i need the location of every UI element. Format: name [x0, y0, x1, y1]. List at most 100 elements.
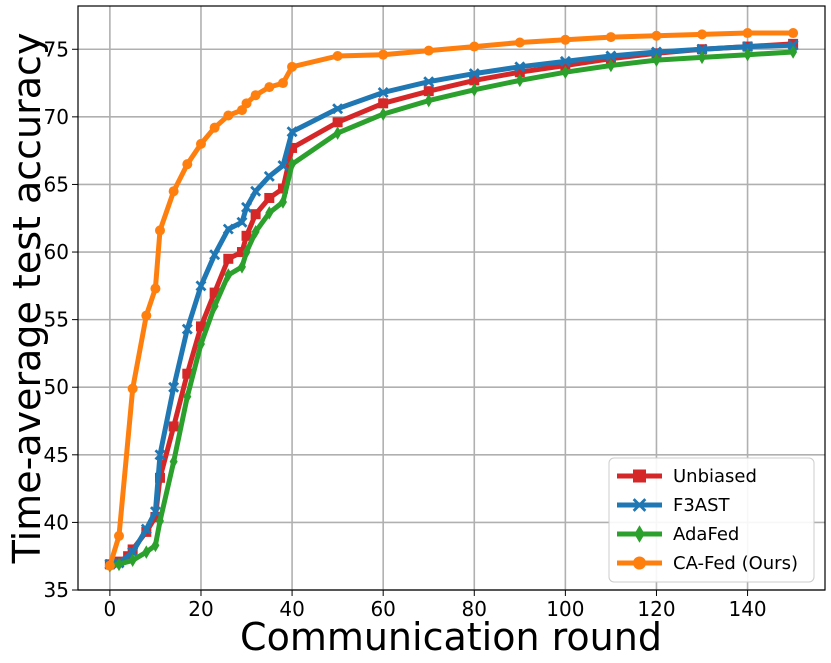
data-point [286, 126, 298, 138]
data-point [250, 209, 261, 220]
data-point [277, 183, 288, 194]
data-point [559, 55, 571, 67]
data-point [561, 65, 570, 79]
data-point [605, 50, 617, 62]
series-line [107, 42, 796, 567]
data-point [423, 86, 434, 97]
x-tick-label: 40 [279, 597, 304, 621]
legend-item: F3AST [617, 495, 731, 516]
data-point [379, 107, 388, 121]
data-point [127, 546, 139, 558]
data-point [154, 225, 165, 236]
x-tick-label: 120 [637, 597, 675, 621]
data-point [332, 117, 343, 128]
data-point [150, 283, 161, 294]
x-tick-label: 100 [546, 597, 584, 621]
data-point [787, 39, 799, 51]
data-point [113, 530, 124, 541]
data-point [265, 206, 274, 220]
data-point [127, 383, 138, 394]
data-point [287, 142, 298, 153]
data-point [169, 454, 178, 469]
x-tick-label: 20 [188, 597, 213, 621]
data-point [151, 538, 160, 553]
legend: Unbiased F3AST AdaFed CA-Fed (Ours) [608, 457, 815, 583]
data-point [333, 126, 342, 140]
data-point [224, 268, 233, 282]
legend-item: AdaFed [617, 524, 739, 545]
axis-ticks: 0 20 40 60 80 100 120 140 35 40 45 50 55 60 65 70 75 [44, 37, 767, 621]
data-point [378, 98, 389, 109]
data-point [154, 449, 166, 461]
legend-label: CA-Fed (Ours) [673, 553, 798, 574]
data-point [236, 216, 248, 228]
data-point [470, 83, 479, 97]
data-point [155, 514, 164, 528]
data-point [196, 337, 205, 351]
legend-label: AdaFed [673, 524, 739, 545]
y-tick-label: 60 [44, 240, 69, 264]
x-tick-label: 0 [104, 597, 117, 621]
data-point [287, 61, 298, 72]
data-point [377, 87, 389, 99]
x-axis-label: Communication round [240, 615, 662, 659]
data-point [424, 93, 433, 108]
data-point [288, 157, 297, 171]
y-axis-label: Time-average test accuracy [5, 33, 49, 565]
x-tick-label: 60 [370, 597, 395, 621]
data-point [181, 323, 193, 335]
data-point [195, 138, 206, 149]
data-point [788, 28, 799, 39]
data-point [241, 201, 253, 213]
legend-label: Unbiased [673, 466, 757, 487]
data-point [332, 103, 344, 115]
data-point [606, 58, 615, 73]
series-adafed [105, 45, 798, 573]
data-point [209, 287, 220, 298]
data-point [264, 82, 275, 93]
data-point [241, 98, 252, 109]
legend-label: F3AST [673, 495, 731, 516]
data-point [182, 159, 193, 170]
plot-frame [77, 5, 826, 591]
data-point [236, 247, 247, 258]
data-point [651, 30, 662, 41]
data-point [514, 61, 526, 73]
legend-swatch-marker [632, 498, 647, 512]
y-tick-label: 40 [44, 510, 69, 534]
series-line [107, 30, 796, 569]
data-point [210, 299, 219, 313]
data-point [605, 32, 616, 43]
data-point [251, 225, 260, 239]
data-point [183, 389, 192, 404]
legend-swatch-marker [633, 469, 646, 483]
data-point [264, 192, 275, 203]
data-point [222, 223, 234, 235]
data-point [168, 421, 179, 432]
data-point [560, 34, 571, 45]
data-point [650, 46, 662, 58]
data-point [560, 60, 571, 71]
data-point [698, 50, 707, 65]
data-point [469, 41, 480, 52]
y-tick-label: 70 [44, 105, 69, 129]
data-point [209, 122, 220, 133]
data-point [250, 90, 261, 101]
y-tick-label: 75 [44, 37, 69, 61]
data-point [250, 185, 262, 197]
series-ca-fed-ours [104, 28, 799, 571]
legend-swatch-marker [633, 556, 646, 570]
data-point [104, 560, 115, 571]
series-layer [104, 28, 799, 573]
data-point [743, 47, 752, 62]
legend-item: Unbiased [617, 466, 757, 487]
data-point [168, 186, 179, 197]
data-point [263, 170, 275, 182]
data-point [242, 245, 251, 259]
x-tick-label: 140 [728, 597, 766, 621]
y-tick-label: 35 [44, 578, 69, 602]
data-point [114, 557, 123, 572]
data-point [140, 523, 152, 535]
data-point [378, 49, 389, 60]
